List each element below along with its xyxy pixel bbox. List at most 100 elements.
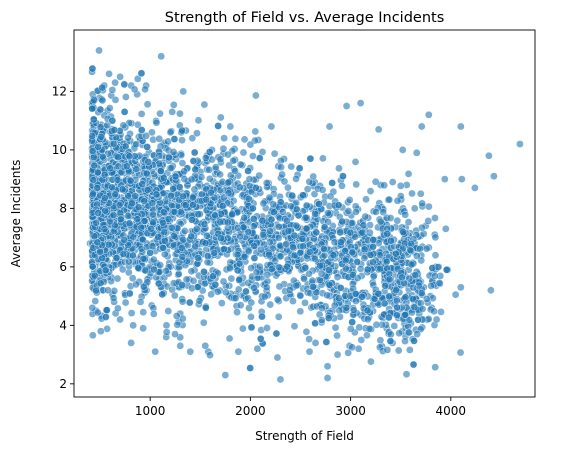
- scatter-point: [170, 291, 179, 300]
- scatter-point: [189, 277, 198, 285]
- scatter-point: [132, 140, 140, 149]
- scatter-point: [404, 218, 413, 226]
- scatter-point: [292, 281, 301, 290]
- scatter-point: [88, 64, 97, 73]
- y-tick-label: 2: [59, 377, 67, 391]
- scatter-point: [249, 222, 258, 231]
- scatter-point: [172, 312, 181, 320]
- scatter-point: [156, 167, 165, 175]
- scatter-point: [274, 222, 283, 231]
- scatter-point: [342, 303, 351, 312]
- scatter-point: [328, 179, 337, 187]
- scatter-point: [88, 262, 97, 271]
- scatter-point: [381, 282, 390, 290]
- scatter-point: [211, 211, 219, 220]
- scatter-point: [292, 175, 300, 183]
- scatter-point: [127, 339, 135, 347]
- scatter-point: [324, 314, 333, 322]
- scatter-point: [159, 208, 168, 217]
- scatter-point: [224, 150, 232, 159]
- scatter-point: [219, 277, 228, 286]
- scatter-point: [169, 184, 178, 193]
- scatter-point: [269, 200, 277, 209]
- scatter-point: [352, 297, 360, 305]
- scatter-point: [160, 174, 168, 182]
- scatter-point: [383, 229, 392, 238]
- scatter-point: [344, 348, 353, 357]
- scatter-point: [412, 148, 421, 157]
- scatter-point: [137, 126, 146, 134]
- scatter-point: [267, 215, 276, 224]
- scatter-point: [207, 188, 215, 197]
- scatter-point: [393, 216, 402, 225]
- scatter-point: [392, 296, 401, 305]
- scatter-point: [369, 258, 377, 267]
- scatter-point: [231, 134, 240, 143]
- scatter-point: [393, 196, 402, 205]
- scatter-point: [221, 371, 230, 379]
- scatter-point: [142, 132, 151, 140]
- scatter-point: [194, 254, 202, 262]
- scatter-point: [298, 234, 307, 243]
- scatter-point: [266, 227, 275, 236]
- scatter-point: [365, 228, 374, 237]
- scatter-point: [326, 192, 335, 201]
- scatter-point: [134, 263, 143, 272]
- scatter-point: [334, 201, 343, 210]
- scatter-point: [126, 177, 135, 185]
- scatter-point: [318, 304, 326, 312]
- scatter-point: [317, 316, 326, 324]
- scatter-point: [385, 313, 393, 322]
- scatter-point: [118, 265, 127, 274]
- scatter-point: [428, 264, 437, 272]
- scatter-point: [401, 337, 409, 345]
- scatter-point: [200, 267, 208, 276]
- scatter-point: [312, 228, 321, 237]
- scatter-point: [305, 248, 314, 256]
- scatter-point: [335, 164, 343, 173]
- scatter-point: [302, 327, 311, 336]
- scatter-point: [138, 180, 147, 188]
- scatter-point: [330, 238, 339, 247]
- scatter-point: [98, 152, 107, 161]
- scatter-point: [471, 184, 479, 192]
- scatter-point: [308, 276, 317, 285]
- scatter-point: [199, 318, 208, 327]
- scatter-point: [127, 199, 136, 208]
- scatter-point: [171, 330, 179, 338]
- scatter-point: [393, 303, 401, 312]
- scatter-point: [437, 308, 445, 316]
- scatter-point: [170, 232, 178, 240]
- scatter-point: [155, 151, 164, 160]
- scatter-point: [244, 247, 253, 256]
- scatter-point: [336, 284, 345, 292]
- scatter-point: [158, 218, 167, 227]
- scatter-point: [105, 70, 113, 78]
- scatter-point: [255, 154, 264, 162]
- scatter-point: [252, 184, 260, 192]
- scatter-point: [101, 194, 109, 202]
- scatter-point: [262, 179, 271, 187]
- scatter-point: [96, 248, 105, 256]
- scatter-point: [432, 315, 441, 324]
- scatter-point: [430, 307, 438, 316]
- scatter-point: [398, 273, 406, 282]
- scatter-point: [114, 304, 122, 313]
- scatter-point: [348, 248, 357, 257]
- scatter-point: [379, 208, 388, 217]
- y-tick-label: 10: [52, 143, 67, 157]
- scatter-point: [451, 290, 460, 299]
- scatter-point: [146, 248, 154, 257]
- scatter-point: [258, 216, 267, 225]
- scatter-point: [118, 185, 127, 194]
- scatter-point: [151, 347, 160, 356]
- scatter-point: [369, 242, 377, 251]
- scatter-point: [133, 215, 142, 224]
- scatter-point: [154, 279, 163, 288]
- scatter-point: [201, 239, 210, 248]
- scatter-point: [218, 202, 227, 210]
- scatter-point: [229, 156, 238, 165]
- scatter-point: [290, 231, 299, 240]
- scatter-point: [180, 167, 189, 176]
